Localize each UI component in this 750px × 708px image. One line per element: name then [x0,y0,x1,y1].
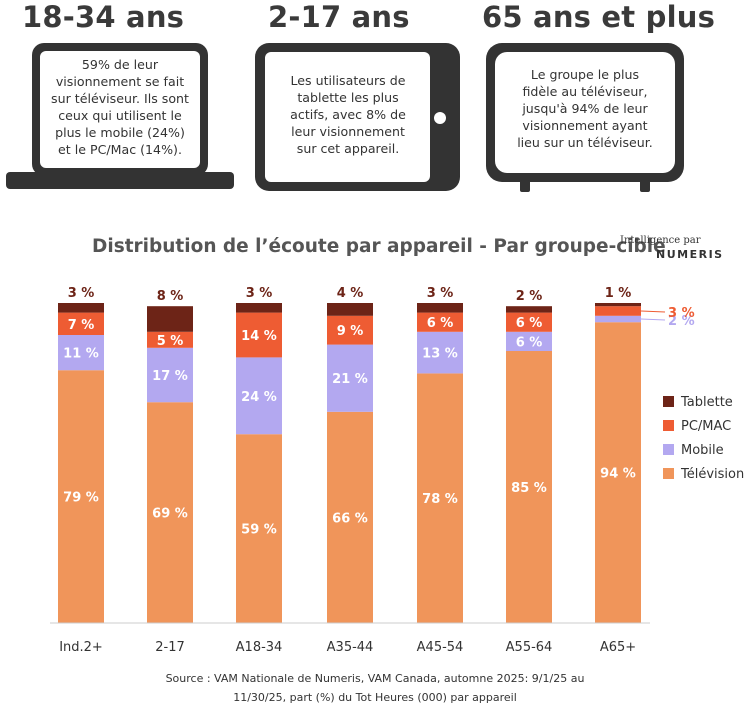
bar-segment [506,331,552,351]
data-label: 8 % [157,289,184,304]
data-label: 5 % [157,334,184,349]
bar-segment [327,411,373,623]
device-illustrations [6,43,684,192]
x-tick-label: A65+ [600,640,636,655]
data-label: 2 % [668,314,695,329]
data-label: 14 % [241,329,277,344]
data-label: 79 % [63,491,99,506]
legend-label: Mobile [681,443,724,458]
brand-logo: NUMERIS [656,248,724,261]
x-tick-label: A45-54 [417,640,464,655]
x-tick-label: A55-64 [506,640,553,655]
data-label: 7 % [68,318,95,333]
bar-segment [506,351,552,623]
data-label: 17 % [152,369,188,384]
group-title-65-plus: 65 ans et plus [482,0,716,34]
data-label: 94 % [600,467,636,482]
bar-segment [147,331,193,348]
x-tick-label: 2-17 [155,640,185,655]
x-tick-label: Ind.2+ [59,640,103,655]
bar-segment [506,306,552,313]
data-label: 21 % [332,372,368,387]
tv-icon [486,43,684,192]
laptop-icon [6,43,234,189]
x-tick-label: A18-34 [236,640,283,655]
bar-segment [236,434,282,623]
bar-segment [58,303,104,313]
bar-segment [595,322,641,623]
bar-segment [417,303,463,313]
x-tick-label: A35-44 [327,640,374,655]
data-label: 3 % [668,306,695,321]
bar-segment [506,312,552,332]
group-text-18-34: 59% de leur visionnement se fait sur tél… [51,57,189,157]
bar-segment [236,357,282,435]
data-label: 13 % [422,347,458,362]
brand-tagline: Intelligence par [620,235,701,246]
data-label: 24 % [241,390,277,405]
bar-segment [236,312,282,358]
legend-swatch [663,468,674,479]
bar-segment [236,303,282,313]
legend-label: PC/MAC [681,419,731,434]
source-footer: Source : VAM Nationale de Numeris, VAM C… [165,672,585,704]
data-label: 3 % [246,286,273,301]
legend-swatch [663,444,674,455]
bar-segment [58,370,104,623]
bar-segment [58,312,104,335]
data-label: 3 % [68,286,95,301]
data-label: 1 % [605,286,632,301]
data-label: 6 % [516,316,543,331]
tablet-icon [255,43,460,191]
group-title-2-17: 2-17 ans [268,0,410,34]
bar-segment [327,344,373,412]
data-label: 85 % [511,481,547,496]
bar-segment [595,303,641,307]
legend-swatch [663,396,674,407]
bar-segment [327,315,373,345]
data-label: 69 % [152,507,188,522]
callout-line [640,310,666,313]
data-label: 6 % [516,335,543,350]
group-text-2-17: Les utilisateurs de tablette les plus ac… [290,73,406,156]
data-label: 78 % [422,492,458,507]
data-label: 11 % [63,347,99,362]
chart-title: Distribution de l’écoute par appareil - … [92,236,666,257]
data-label: 6 % [427,316,454,331]
data-label: 9 % [337,324,364,339]
bar-segment [595,315,641,323]
bar-segment [147,347,193,403]
bar-segment [147,402,193,623]
data-label: 3 % [427,286,454,301]
bar-segment [417,312,463,332]
bar-segment [595,306,641,316]
callout-line [640,318,666,321]
legend-swatch [663,420,674,431]
data-label: 4 % [337,286,364,301]
bar-segment [417,373,463,623]
bar-segment [147,306,193,332]
data-label: 66 % [332,511,368,526]
legend-label: Tablette [680,395,733,410]
data-label: 59 % [241,523,277,538]
legend-label: Télévision [680,467,744,482]
group-title-18-34: 18-34 ans [22,0,185,34]
bar-segment [58,335,104,371]
bar-segment [327,303,373,316]
bar-segment [417,331,463,374]
group-text-65-plus: Le groupe le plus fidèle au téléviseur, … [517,67,653,150]
data-label: 2 % [516,289,543,304]
